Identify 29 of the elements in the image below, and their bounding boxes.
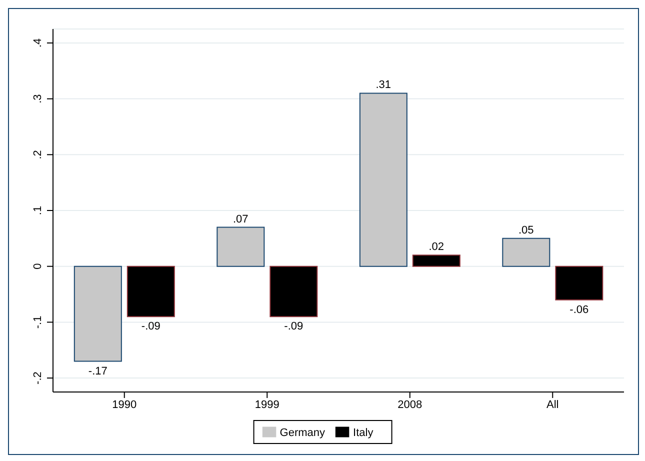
y-tick-label: -.1 [32, 316, 44, 329]
data-label: .31 [376, 79, 392, 92]
legend-label: Germany [280, 427, 326, 439]
data-label: -.09 [141, 320, 160, 333]
y-tick-label: 0 [32, 263, 44, 270]
bar [126, 266, 175, 318]
x-tick-label: 1990 [112, 398, 137, 411]
legend-label: Italy [353, 427, 374, 439]
y-tick-label: .4 [32, 38, 44, 48]
y-tick-label: .1 [32, 206, 44, 216]
data-label: .05 [518, 224, 534, 236]
data-label: .02 [428, 241, 444, 254]
data-label: .07 [233, 213, 248, 226]
y-tick-label: .3 [32, 94, 44, 104]
data-label: -.09 [284, 320, 304, 333]
bar [555, 266, 604, 300]
bar [502, 238, 550, 267]
data-label: -.17 [88, 365, 108, 378]
bar [74, 266, 122, 362]
bar [412, 254, 460, 267]
x-tick-label: 2008 [398, 398, 422, 411]
x-tick-label: 1999 [254, 398, 280, 411]
bar [359, 92, 408, 267]
y-tick-label: .2 [32, 150, 44, 160]
x-tick-label: All [546, 398, 559, 411]
data-label: -.06 [570, 304, 589, 316]
bar [216, 226, 265, 267]
bar [270, 266, 318, 318]
y-tick-label: -.2 [32, 372, 44, 384]
